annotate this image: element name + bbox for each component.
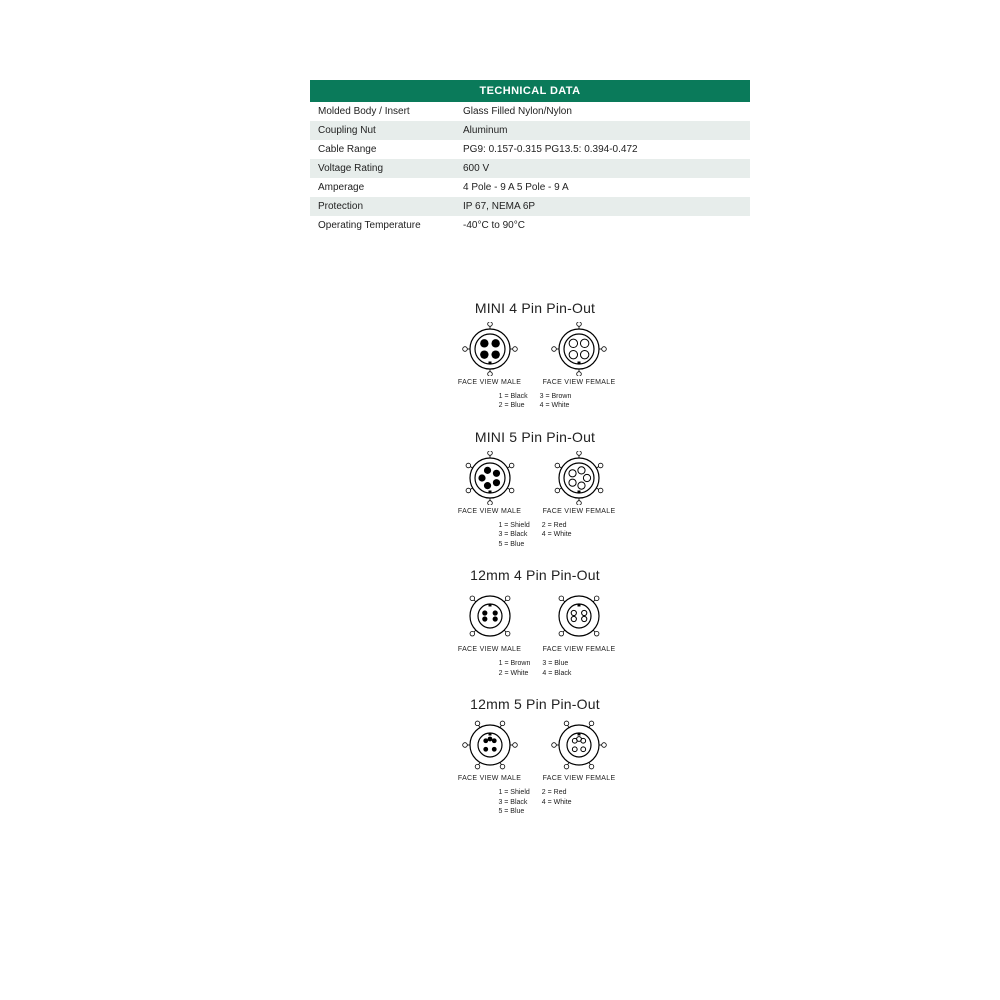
connector-caption: FACE VIEW FEMALE	[543, 646, 616, 653]
tech-label: Protection	[310, 197, 455, 216]
pinout-block: 12mm 4 Pin Pin-Out FACE VIEW MALE FACE VIE…	[395, 567, 675, 678]
connector-female: FACE VIEW FEMALE	[543, 589, 616, 653]
pinout-block: MINI 4 Pin Pin-Out FACE VIEW MALE FACE VIE…	[395, 300, 675, 411]
tech-value: 4 Pole - 9 A 5 Pole - 9 A	[455, 178, 750, 197]
pinout-legend: 1 = Brown2 = White3 = Blue4 = Black	[395, 659, 675, 678]
connector-caption: FACE VIEW MALE	[458, 646, 521, 653]
tech-label: Operating Temperature	[310, 216, 455, 235]
technical-data-header: TECHNICAL DATA	[310, 80, 750, 102]
connector-male: FACE VIEW MALE	[455, 451, 525, 515]
tech-value: -40°C to 90°C	[455, 216, 750, 235]
connector-caption: FACE VIEW MALE	[458, 379, 521, 386]
connector-male: FACE VIEW MALE	[455, 718, 525, 782]
tech-value: Glass Filled Nylon/Nylon	[455, 102, 750, 121]
connector-caption: FACE VIEW MALE	[458, 775, 521, 782]
tech-value: IP 67, NEMA 6P	[455, 197, 750, 216]
connector-female: FACE VIEW FEMALE	[543, 451, 616, 515]
connector-female: FACE VIEW FEMALE	[543, 322, 616, 386]
connector-caption: FACE VIEW FEMALE	[543, 508, 616, 515]
connector-caption: FACE VIEW MALE	[458, 508, 521, 515]
pinouts-section: MINI 4 Pin Pin-Out FACE VIEW MALE FACE VIE…	[395, 300, 675, 834]
pinout-block: 12mm 5 Pin Pin-Out FACE VIEW MALE FACE VIE…	[395, 696, 675, 816]
connector-caption: FACE VIEW FEMALE	[543, 379, 616, 386]
connector-male: FACE VIEW MALE	[455, 322, 525, 386]
connector-caption: FACE VIEW FEMALE	[543, 775, 616, 782]
tech-value: Aluminum	[455, 121, 750, 140]
tech-label: Voltage Rating	[310, 159, 455, 178]
pinout-title: 12mm 4 Pin Pin-Out	[395, 567, 675, 583]
pinout-legend: 1 = Shield3 = Black5 = Blue2 = Red4 = Wh…	[395, 788, 675, 816]
connector-male: FACE VIEW MALE	[455, 589, 525, 653]
tech-label: Amperage	[310, 178, 455, 197]
pinout-title: 12mm 5 Pin Pin-Out	[395, 696, 675, 712]
pinout-legend: 1 = Shield3 = Black5 = Blue2 = Red4 = Wh…	[395, 521, 675, 549]
tech-label: Cable Range	[310, 140, 455, 159]
tech-value: 600 V	[455, 159, 750, 178]
pinout-legend: 1 = Black2 = Blue3 = Brown4 = White	[395, 392, 675, 411]
tech-label: Molded Body / Insert	[310, 102, 455, 121]
pinout-title: MINI 4 Pin Pin-Out	[395, 300, 675, 316]
tech-value: PG9: 0.157-0.315 PG13.5: 0.394-0.472	[455, 140, 750, 159]
pinout-title: MINI 5 Pin Pin-Out	[395, 429, 675, 445]
connector-female: FACE VIEW FEMALE	[543, 718, 616, 782]
tech-label: Coupling Nut	[310, 121, 455, 140]
pinout-block: MINI 5 Pin Pin-Out FACE VIEW MALE FACE VIE…	[395, 429, 675, 549]
technical-data-table: TECHNICAL DATA Molded Body / InsertGlass…	[310, 80, 750, 235]
